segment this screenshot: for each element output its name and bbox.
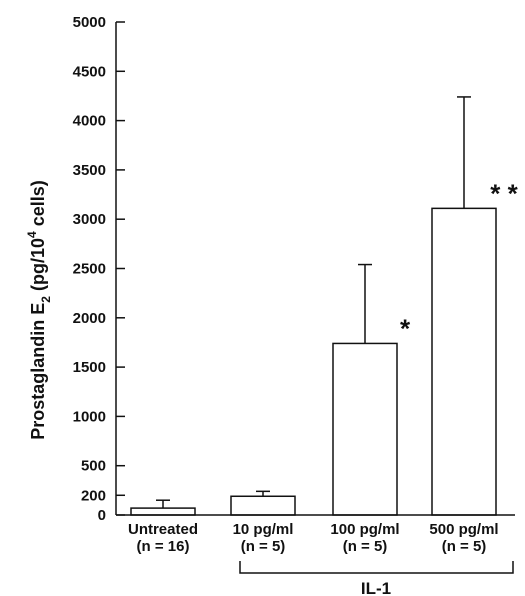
significance-marker: *	[400, 313, 411, 343]
category-label: 100 pg/ml	[330, 521, 399, 538]
group-label: IL-1	[361, 579, 391, 596]
y-tick-label: 5000	[73, 14, 106, 31]
y-axis: 0 200 500 1000 1500 2000 2500 3000 3500 4000 4500 5…	[73, 14, 125, 524]
significance-marker: * *	[490, 178, 518, 208]
category-count-label: (n = 5)	[442, 538, 487, 555]
y-axis-title-units: (pg/10	[28, 238, 48, 296]
x-axis: Untreated(n = 16)10 pg/ml(n = 5)100 pg/m…	[116, 514, 515, 555]
annotations: * * * IL-1	[239, 178, 519, 596]
y-tick-label: 500	[81, 458, 106, 475]
y-axis-title: Prostaglandin E2 (pg/104 cells)	[25, 180, 53, 439]
y-tick-label: 200	[81, 487, 106, 504]
bar	[230, 495, 296, 516]
category-count-label: (n = 5)	[343, 538, 388, 555]
y-tick-label: 4500	[73, 63, 106, 80]
bars	[130, 96, 497, 516]
y-tick-label: 1500	[73, 359, 106, 376]
y-axis-title-units-end: cells)	[28, 180, 48, 231]
category-count-label: (n = 5)	[241, 538, 286, 555]
category-label: 500 pg/ml	[429, 521, 498, 538]
category-count-label: (n = 16)	[137, 538, 190, 555]
bar	[332, 342, 398, 516]
bar	[130, 507, 196, 516]
y-tick-label: 3500	[73, 162, 106, 179]
y-tick-label: 0	[98, 507, 106, 524]
y-tick-label: 3000	[73, 211, 106, 228]
y-tick-label: 2000	[73, 310, 106, 327]
y-tick-label: 2500	[73, 261, 106, 278]
y-tick-label: 1000	[73, 408, 106, 425]
y-axis-title-superscript: 4	[25, 231, 39, 238]
y-tick-label: 4000	[73, 113, 106, 130]
y-axis-title-text: Prostaglandin E	[28, 303, 48, 440]
bar	[431, 207, 497, 516]
category-label: Untreated	[128, 521, 198, 538]
y-axis-title-subscript: 2	[39, 296, 53, 303]
category-label: 10 pg/ml	[233, 521, 294, 538]
group-bracket	[239, 561, 514, 574]
